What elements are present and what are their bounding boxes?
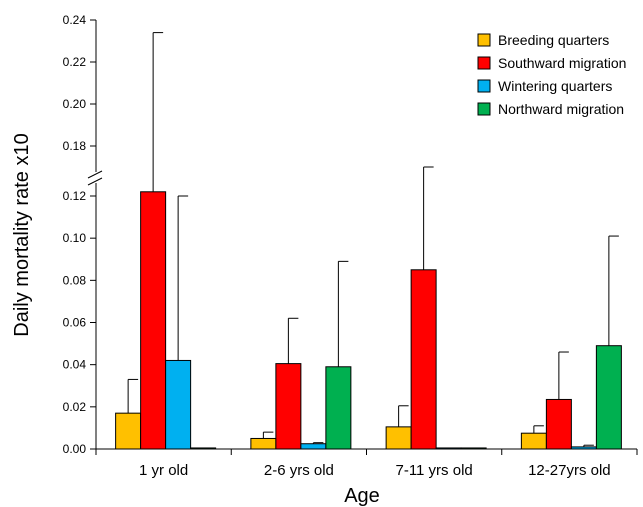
legend-label: Northward migration [498, 101, 624, 117]
bar [250, 437, 277, 450]
legend: Breeding quarters Southward migration Wint… [477, 32, 626, 117]
legend-label: Wintering quarters [498, 78, 612, 94]
y-tick-label: 0.00 [63, 442, 87, 456]
x-axis-title: Age [344, 485, 380, 507]
x-category-label: 2-6 yrs old [264, 462, 334, 479]
y-tick-label: 0.24 [63, 13, 87, 27]
y-tick-label: 0.06 [63, 316, 87, 330]
y-ticks: 0.00 0.02 0.04 0.06 0.08 0.10 0.12 0.18 0.20 0.22… [63, 13, 96, 456]
bar [435, 447, 462, 450]
y-tick-label: 0.08 [63, 273, 87, 287]
axis-break-mark [87, 170, 103, 179]
y-tick-label: 0.12 [63, 189, 87, 203]
legend-swatch [477, 102, 491, 116]
bar [460, 447, 487, 450]
bar [275, 363, 302, 450]
bar [410, 269, 437, 450]
axis-break-mark [87, 177, 103, 186]
x-category-label: 12-27yrs old [528, 462, 611, 479]
bar [165, 359, 192, 450]
bars [115, 32, 622, 450]
bar [300, 443, 327, 450]
bar [115, 412, 142, 450]
y-tick-label: 0.20 [63, 97, 87, 111]
x-category-label: 7-11 yrs old [395, 462, 472, 479]
bar [595, 345, 622, 450]
x-category-label: 1 yr old [139, 462, 188, 479]
y-tick-label: 0.10 [63, 231, 87, 245]
bar [140, 191, 167, 450]
legend-swatch [477, 79, 491, 93]
bar [190, 447, 217, 450]
y-tick-label: 0.04 [63, 358, 87, 372]
bar [545, 398, 572, 450]
bar [325, 366, 352, 450]
y-tick-label: 0.18 [63, 139, 87, 153]
bar [570, 446, 597, 450]
legend-swatch [477, 33, 491, 47]
y-axis-title: Daily mortality rate x10 [11, 133, 33, 336]
x-categories: 1 yr old 2-6 yrs old 7-11 yrs old 12-27yrs … [139, 462, 611, 479]
legend-label: Breeding quarters [498, 32, 609, 48]
y-tick-label: 0.02 [63, 400, 87, 414]
bar [385, 426, 412, 450]
y-tick-label: 0.22 [63, 55, 87, 69]
bar [520, 432, 547, 450]
legend-label: Southward migration [498, 55, 626, 71]
legend-swatch [477, 56, 491, 70]
